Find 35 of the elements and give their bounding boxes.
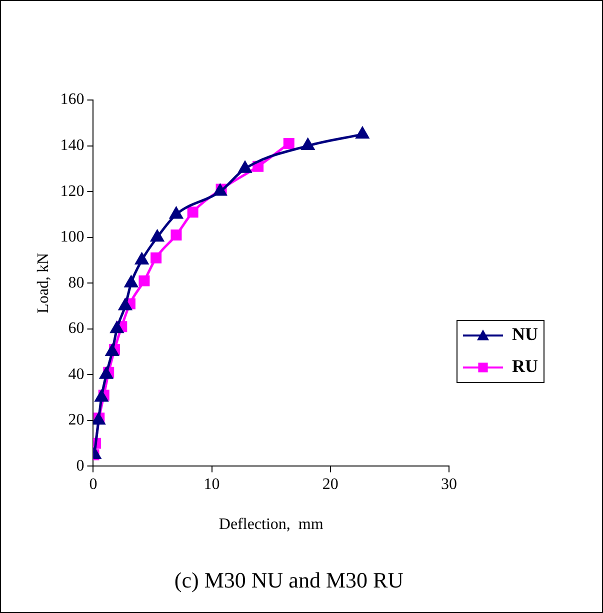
point xyxy=(106,344,119,356)
point xyxy=(170,207,183,219)
text: (c) M30 NU and M30 RU xyxy=(174,568,404,593)
y-tick-label: 140 xyxy=(60,136,84,154)
y-tick-label: 120 xyxy=(60,182,84,200)
x-tick-label: 0 xyxy=(89,476,98,494)
y-tick-label: 100 xyxy=(60,228,84,246)
point xyxy=(301,138,314,150)
point xyxy=(150,252,162,264)
point xyxy=(118,298,132,310)
point xyxy=(356,127,369,139)
y-tick-label: 20 xyxy=(68,412,84,429)
point xyxy=(138,275,150,286)
point xyxy=(135,252,148,264)
x-tick-label: 30 xyxy=(441,476,457,494)
y-tick-label: 160 xyxy=(60,91,84,108)
point xyxy=(100,367,113,379)
y-tick-label: 80 xyxy=(68,274,84,292)
x-tick-label: 20 xyxy=(322,476,338,494)
point xyxy=(170,230,182,241)
x-tick-label: 10 xyxy=(204,476,220,494)
legend-label: RU xyxy=(512,356,538,376)
point xyxy=(283,138,294,149)
y-tick-label: 60 xyxy=(68,320,84,338)
legend-label: NU xyxy=(512,324,538,344)
point xyxy=(238,161,252,173)
point xyxy=(110,322,124,334)
point xyxy=(187,206,198,218)
x-axis-title: Deflection, mm xyxy=(218,516,324,534)
y-tick-label: 0 xyxy=(76,457,84,474)
point xyxy=(150,230,164,242)
y-tick-label: 40 xyxy=(68,366,84,383)
y-axis-title: Load, kN xyxy=(34,252,52,314)
point xyxy=(124,276,138,288)
point xyxy=(95,390,108,402)
